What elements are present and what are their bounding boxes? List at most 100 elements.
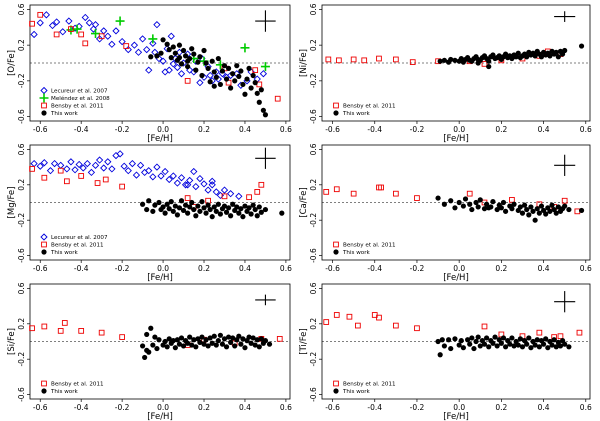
thiswork-point: [254, 90, 260, 96]
x-tick-label: -0.2: [410, 403, 425, 412]
legend-marker-thiswork: [41, 110, 47, 116]
x-axis-label: [Fe/H]: [443, 134, 469, 144]
x-tick-label: 0.2: [198, 125, 210, 134]
x-tick-label: 0.0: [453, 125, 465, 134]
thiswork-point: [446, 337, 452, 343]
series-thiswork: [139, 198, 285, 220]
lecureur-point: [79, 164, 87, 172]
lecureur-point: [196, 174, 204, 183]
thiswork-point: [154, 345, 160, 352]
lecureur-point: [161, 68, 169, 76]
thiswork-point: [201, 205, 207, 211]
x-tick-label: -0.2: [410, 264, 425, 273]
thiswork-point: [507, 341, 513, 347]
thiswork-point: [189, 342, 195, 348]
thiswork-point: [160, 204, 166, 210]
thiswork-point: [170, 338, 176, 344]
x-tick-label: 0.2: [495, 264, 507, 273]
lecureur-point: [91, 161, 100, 169]
lecureur-point: [112, 27, 120, 35]
bensby-point: [102, 176, 109, 183]
thiswork-point: [511, 343, 517, 349]
lecureur-point: [196, 78, 204, 87]
legend-label: Lecureur et al. 2007: [51, 235, 108, 241]
lecureur-point: [42, 11, 51, 19]
thiswork-point: [191, 206, 197, 213]
thiswork-point: [262, 112, 269, 118]
x-tick-label: -0.6: [325, 125, 340, 134]
thiswork-point: [209, 340, 215, 346]
thiswork-point: [532, 53, 538, 59]
thiswork-point: [168, 55, 174, 61]
lecureur-point: [136, 161, 145, 169]
thiswork-point: [191, 51, 197, 57]
bensby-point: [276, 335, 283, 342]
thiswork-point: [187, 334, 193, 340]
y-tick-label: 0.6: [309, 282, 318, 294]
series-bensby: [29, 166, 265, 210]
thiswork-point: [486, 58, 492, 64]
thiswork-point: [492, 334, 498, 340]
y-tick-label: -0.2: [17, 213, 26, 228]
thiswork-point: [164, 344, 170, 350]
thiswork-point: [228, 339, 234, 345]
thiswork-point: [477, 197, 483, 203]
thiswork-point: [144, 206, 150, 213]
thiswork-point: [477, 343, 483, 349]
thiswork-point: [490, 340, 496, 346]
series-thiswork: [139, 325, 273, 361]
bensby-point: [94, 180, 101, 186]
x-tick-label: -0.6: [325, 403, 340, 412]
bensby-point: [393, 190, 399, 197]
bensby-point: [323, 319, 330, 325]
legend-marker-thiswork: [333, 110, 339, 116]
thiswork-point: [236, 210, 242, 216]
x-tick-label: 0.0: [157, 125, 169, 134]
y-tick-label: 0.6: [17, 3, 26, 15]
thiswork-point: [441, 57, 447, 63]
lecureur-point: [108, 40, 116, 48]
thiswork-point: [219, 341, 226, 347]
thiswork-point: [180, 343, 187, 349]
thiswork-point: [213, 208, 219, 214]
y-tick-label: -0.6: [309, 248, 318, 263]
thiswork-point: [197, 208, 203, 214]
thiswork-point: [246, 205, 252, 211]
thiswork-point: [254, 213, 260, 219]
thiswork-point: [207, 206, 213, 213]
thiswork-point: [240, 81, 246, 88]
thiswork-point: [211, 83, 217, 89]
x-tick-label: 0.4: [239, 125, 251, 134]
thiswork-point: [203, 210, 209, 216]
thiswork-point: [215, 55, 221, 62]
thiswork-point: [437, 58, 443, 64]
lecureur-point: [91, 20, 100, 29]
thiswork-point: [230, 201, 236, 207]
thiswork-point: [475, 60, 481, 66]
bensby-point: [333, 312, 340, 318]
thiswork-point: [540, 341, 547, 347]
lecureur-point: [46, 167, 55, 175]
thiswork-point: [547, 53, 553, 59]
lecureur-point: [149, 39, 157, 48]
thiswork-point: [209, 58, 215, 64]
thiswork-point: [543, 336, 549, 342]
x-tick-label: 0.0: [453, 264, 465, 273]
lecureur-point: [149, 173, 157, 181]
thiswork-point: [462, 196, 469, 202]
thiswork-point: [144, 347, 150, 353]
y-tick-label: 0.2: [17, 39, 26, 51]
thiswork-point: [475, 334, 481, 340]
x-axis-label: [Fe/H]: [147, 134, 173, 144]
thiswork-point: [223, 76, 230, 82]
thiswork-point: [172, 203, 178, 209]
bensby-point: [481, 61, 488, 67]
legend-marker-bensby: [41, 380, 47, 387]
thiswork-point: [234, 63, 240, 69]
thiswork-point: [213, 342, 219, 348]
thiswork-point: [148, 54, 154, 60]
y-tick-label: 0.6: [17, 282, 26, 294]
thiswork-point: [534, 206, 540, 212]
thiswork-point: [191, 337, 197, 343]
bensby-point: [376, 55, 382, 62]
